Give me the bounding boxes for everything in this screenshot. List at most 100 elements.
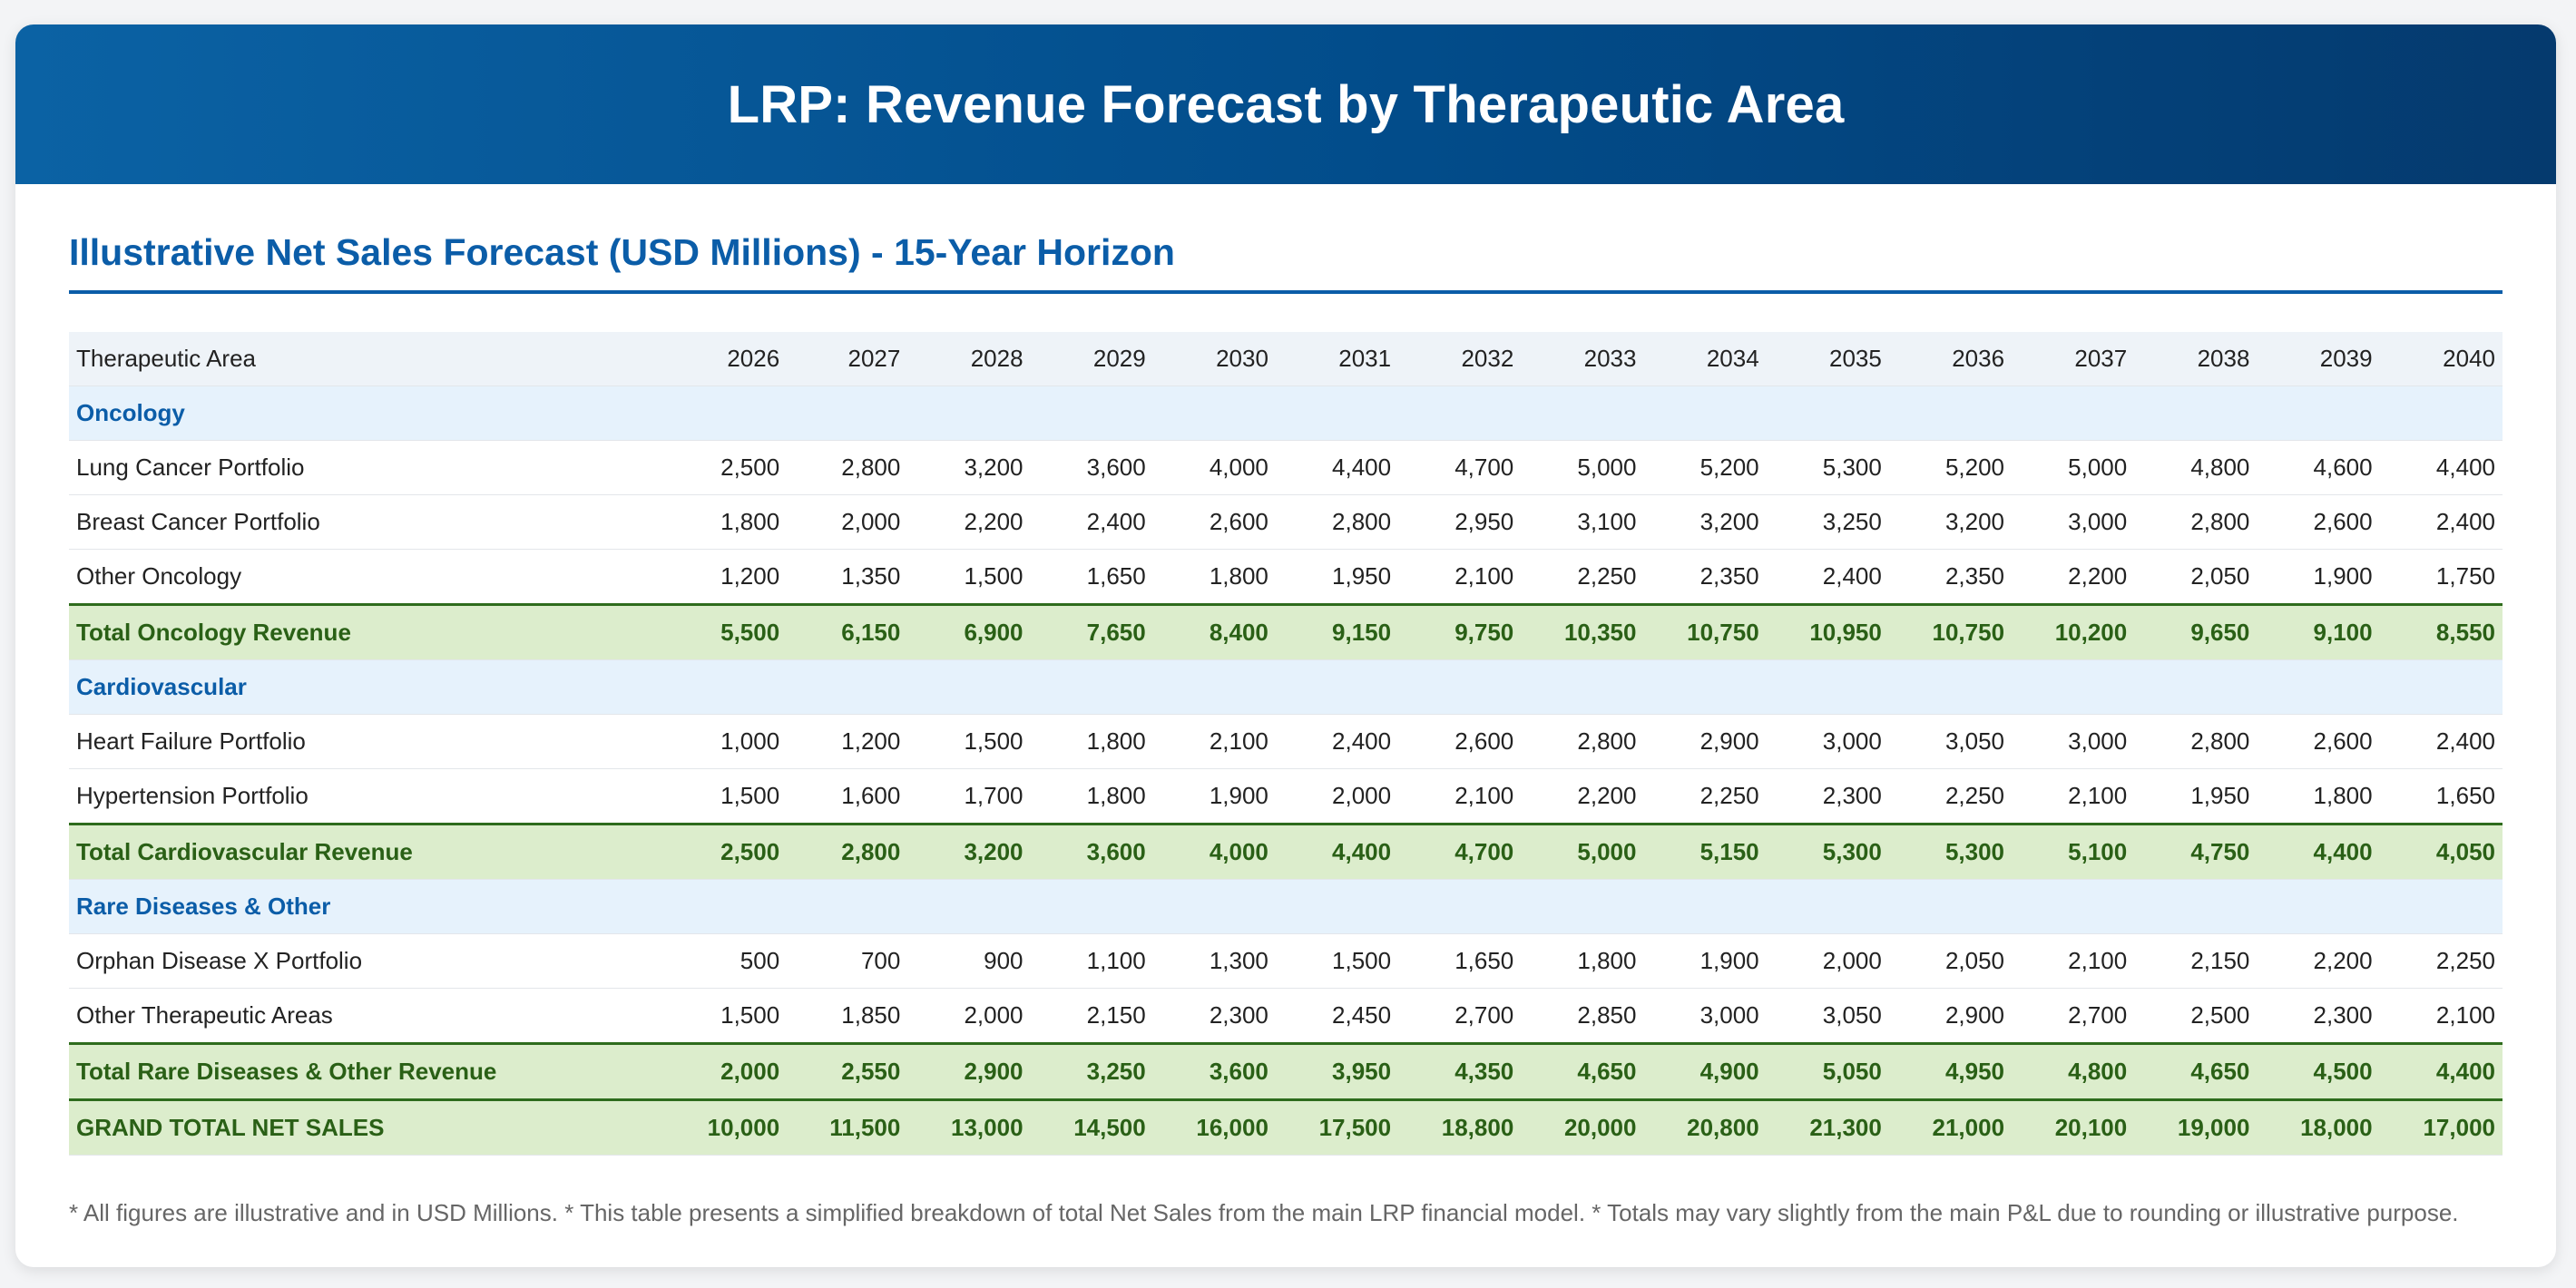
table-cell: 2,150 xyxy=(1030,988,1153,1044)
table-cell: 14,500 xyxy=(1030,1098,1153,1156)
table-cell: 2,000 xyxy=(1275,768,1399,825)
grand-total-row: GRAND TOTAL NET SALES 10,000 11,500 13,000 1… xyxy=(69,1098,2503,1156)
table-cell: 4,400 xyxy=(1275,823,1399,880)
report-card: LRP: Revenue Forecast by Therapeutic Are… xyxy=(15,24,2556,1267)
table-cell: 10,350 xyxy=(1521,603,1644,660)
table-cell: 2,400 xyxy=(2379,494,2503,550)
table-cell: 2,100 xyxy=(2012,933,2135,989)
table-cell: 2,000 xyxy=(1766,933,1889,989)
column-header-year: 2040 xyxy=(2379,332,2503,386)
table-cell: 1,650 xyxy=(2379,768,2503,825)
column-header-year: 2038 xyxy=(2134,332,2258,386)
table-cell: 4,700 xyxy=(1398,823,1522,880)
table-cell: 4,050 xyxy=(2379,823,2503,880)
table-row: Hypertension Portfolio 1,500 1,600 1,700 1,8… xyxy=(69,768,2503,825)
table-row: Orphan Disease X Portfolio 500 700 900 1,100… xyxy=(69,933,2503,989)
table-header-row: Therapeutic Area 2026 2027 2028 2029 2030 203… xyxy=(69,332,2503,386)
table-cell: 4,000 xyxy=(1152,440,1276,495)
table-cell: 10,750 xyxy=(1888,603,2013,660)
table-cell: 3,000 xyxy=(1643,988,1767,1044)
table-cell: 3,200 xyxy=(907,440,1031,495)
column-header-year: 2031 xyxy=(1275,332,1399,386)
forecast-table: Therapeutic Area 2026 2027 2028 2029 2030 203… xyxy=(69,332,2503,1156)
table-cell: 3,050 xyxy=(1766,988,1889,1044)
section-label: Oncology xyxy=(69,385,2503,441)
table-cell: 4,750 xyxy=(2134,823,2258,880)
table-cell: 2,600 xyxy=(1152,494,1276,550)
table-row: Heart Failure Portfolio 1,000 1,200 1,500 1,… xyxy=(69,714,2503,769)
table-cell: 2,900 xyxy=(1888,988,2013,1044)
table-cell: 1,750 xyxy=(2379,549,2503,605)
table-cell: 2,100 xyxy=(1398,549,1522,605)
table-cell: 1,350 xyxy=(787,549,908,605)
table-cell: 2,300 xyxy=(1152,988,1276,1044)
table-cell: 9,750 xyxy=(1398,603,1522,660)
row-label: Other Therapeutic Areas xyxy=(69,988,664,1044)
table-cell: 1,900 xyxy=(1152,768,1276,825)
table-cell: 2,400 xyxy=(1766,549,1889,605)
table-cell: 2,800 xyxy=(1521,714,1644,769)
column-header-year: 2030 xyxy=(1152,332,1276,386)
table-cell: 2,700 xyxy=(1398,988,1522,1044)
column-header-year: 2026 xyxy=(664,332,788,386)
table-cell: 1,650 xyxy=(1030,549,1153,605)
section-header-row: Oncology xyxy=(69,385,2503,441)
section-label: Cardiovascular xyxy=(69,659,2503,715)
table-cell: 2,600 xyxy=(2257,494,2380,550)
table-cell: 1,000 xyxy=(664,714,788,769)
table-cell: 1,200 xyxy=(787,714,908,769)
table-cell: 9,150 xyxy=(1275,603,1399,660)
table-row: Other Therapeutic Areas 1,500 1,850 2,000 2,… xyxy=(69,988,2503,1044)
table-cell: 21,300 xyxy=(1766,1098,1889,1156)
table-cell: 5,000 xyxy=(1521,440,1644,495)
row-label: GRAND TOTAL NET SALES xyxy=(69,1098,664,1156)
table-cell: 2,100 xyxy=(2012,768,2135,825)
table-cell: 2,000 xyxy=(787,494,908,550)
table-cell: 2,500 xyxy=(664,440,788,495)
column-header-year: 2034 xyxy=(1643,332,1767,386)
table-cell: 1,950 xyxy=(2134,768,2258,825)
table-cell: 4,650 xyxy=(1521,1042,1644,1100)
row-label: Orphan Disease X Portfolio xyxy=(69,933,664,989)
column-header-year: 2036 xyxy=(1888,332,2013,386)
table-cell: 2,250 xyxy=(1521,549,1644,605)
table-cell: 2,800 xyxy=(1275,494,1399,550)
table-cell: 1,100 xyxy=(1030,933,1153,989)
table-cell: 2,550 xyxy=(787,1042,908,1100)
subtotal-row: Total Oncology Revenue 5,500 6,150 6,900 7,6… xyxy=(69,603,2503,660)
section-label: Rare Diseases & Other xyxy=(69,879,2503,934)
table-cell: 20,100 xyxy=(2012,1098,2135,1156)
table-cell: 17,500 xyxy=(1275,1098,1399,1156)
table-cell: 13,000 xyxy=(907,1098,1031,1156)
table-cell: 2,200 xyxy=(1521,768,1644,825)
table-cell: 4,350 xyxy=(1398,1042,1522,1100)
row-label: Hypertension Portfolio xyxy=(69,768,664,825)
row-label: Heart Failure Portfolio xyxy=(69,714,664,769)
table-cell: 17,000 xyxy=(2379,1098,2503,1156)
table-cell: 3,250 xyxy=(1766,494,1889,550)
column-header-year: 2029 xyxy=(1030,332,1153,386)
table-cell: 4,600 xyxy=(2257,440,2380,495)
table-cell: 2,350 xyxy=(1643,549,1767,605)
table-cell: 1,800 xyxy=(1521,933,1644,989)
page-title: LRP: Revenue Forecast by Therapeutic Are… xyxy=(727,74,1845,134)
table-cell: 1,900 xyxy=(2257,549,2380,605)
table-cell: 900 xyxy=(907,933,1031,989)
table-cell: 2,100 xyxy=(1152,714,1276,769)
table-cell: 6,900 xyxy=(907,603,1031,660)
table-cell: 3,200 xyxy=(907,823,1031,880)
table-cell: 11,500 xyxy=(787,1098,908,1156)
table-cell: 2,800 xyxy=(2134,714,2258,769)
table-cell: 3,000 xyxy=(2012,714,2135,769)
table-cell: 700 xyxy=(787,933,908,989)
table-cell: 2,250 xyxy=(1888,768,2013,825)
table-cell: 16,000 xyxy=(1152,1098,1276,1156)
table-cell: 10,000 xyxy=(664,1098,788,1156)
table-cell: 3,200 xyxy=(1643,494,1767,550)
table-row: Breast Cancer Portfolio 1,800 2,000 2,200 2,… xyxy=(69,494,2503,550)
table-cell: 4,800 xyxy=(2012,1042,2135,1100)
table-cell: 2,500 xyxy=(2134,988,2258,1044)
column-header-year: 2039 xyxy=(2257,332,2380,386)
table-cell: 18,000 xyxy=(2257,1098,2380,1156)
table-cell: 4,400 xyxy=(1275,440,1399,495)
